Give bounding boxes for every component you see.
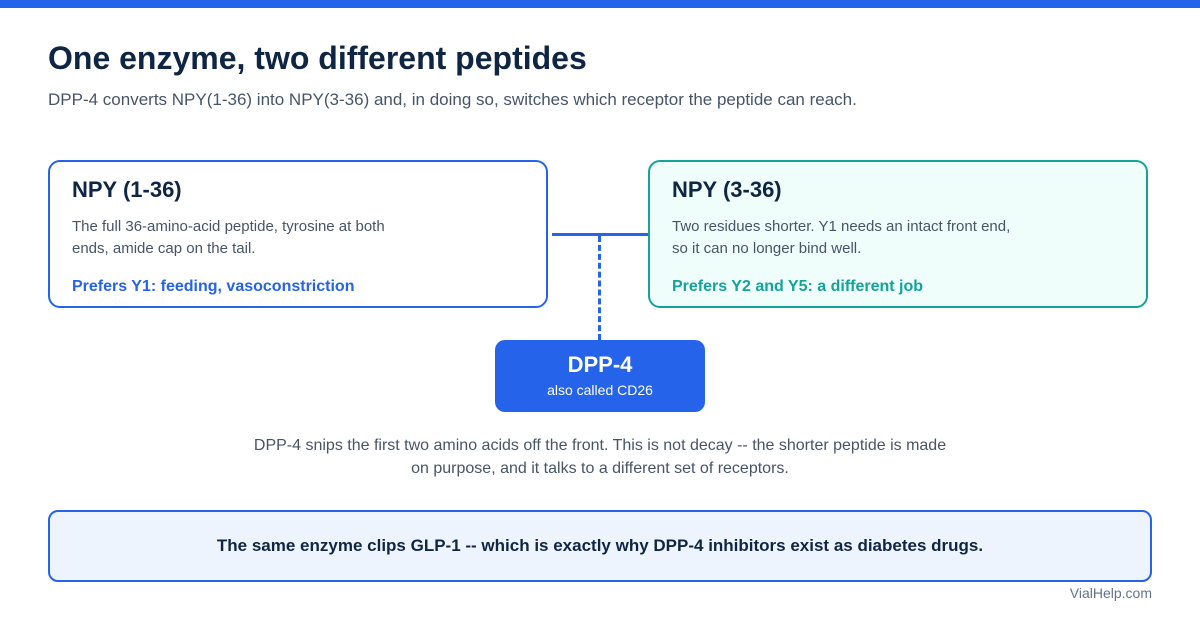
connector-horizontal-line — [552, 233, 648, 236]
npy-1-36-description: The full 36-amino-acid peptide, tyrosine… — [72, 218, 385, 257]
npy-1-36-receptor-preference: Prefers Y1: feeding, vasoconstriction — [72, 278, 355, 295]
dpp4-enzyme-box: DPP-4 also called CD26 — [495, 340, 705, 412]
npy-3-36-card: NPY (3-36) Two residues shorter. Y1 need… — [648, 160, 1148, 308]
callout-text: The same enzyme clips GLP-1 -- which is … — [216, 536, 984, 555]
glp1-callout-box: The same enzyme clips GLP-1 -- which is … — [48, 510, 1152, 582]
npy-3-36-title: NPY (3-36) — [672, 177, 782, 202]
npy-1-36-title: NPY (1-36) — [72, 177, 182, 202]
top-accent-bar — [0, 0, 1200, 8]
cleavage-explanation: DPP-4 snips the first two amino acids of… — [253, 437, 947, 477]
npy-3-36-receptor-preference: Prefers Y2 and Y5: a different job — [672, 278, 924, 295]
page-subtitle: DPP-4 converts NPY(1-36) into NPY(3-36) … — [48, 90, 857, 109]
site-credit: VialHelp.com — [1069, 585, 1152, 601]
connector-dashed-line — [598, 236, 601, 340]
enzyme-alias: also called CD26 — [547, 382, 653, 398]
npy-3-36-description: Two residues shorter. Y1 needs an intact… — [672, 218, 1011, 257]
enzyme-name: DPP-4 — [567, 352, 633, 377]
npy-1-36-card: NPY (1-36) The full 36-amino-acid peptid… — [48, 160, 548, 308]
page-title: One enzyme, two different peptides — [48, 40, 587, 76]
